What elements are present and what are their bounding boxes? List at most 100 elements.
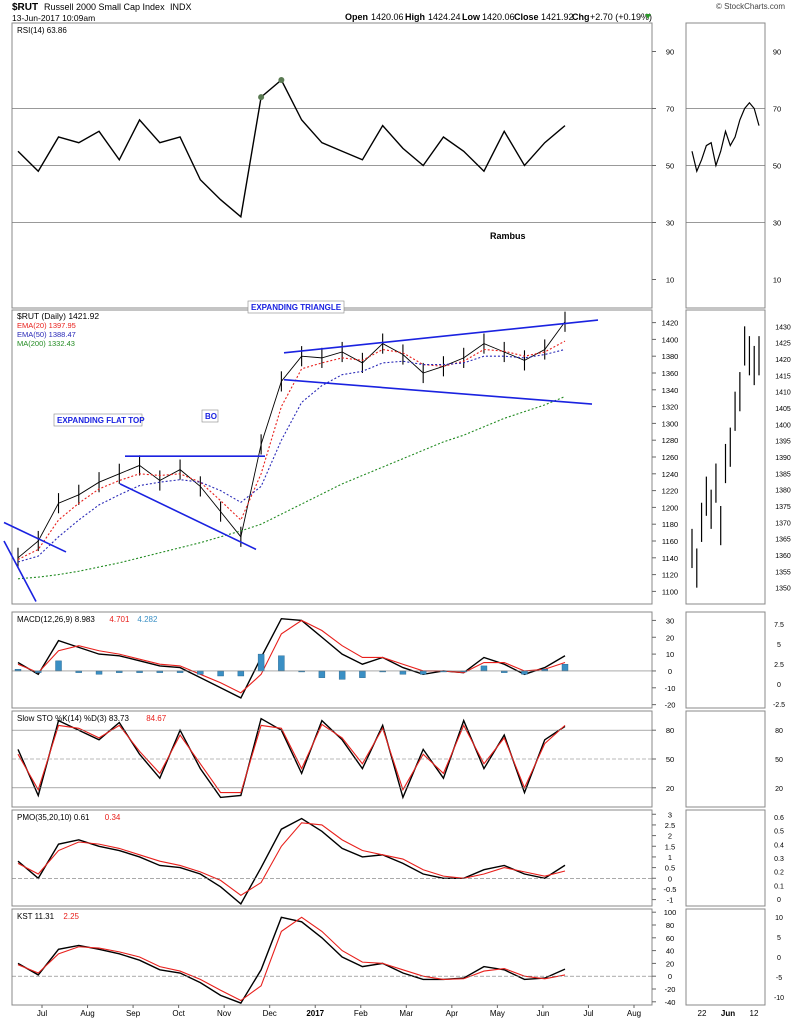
pmo-ytick-label: -0.5 — [664, 885, 677, 894]
price-ytick-label: 1300 — [662, 419, 679, 428]
zoom-rsi-ytick-label: 10 — [773, 276, 781, 285]
pmo-ytick-label: -1 — [667, 896, 674, 905]
kst-series-0 — [17, 916, 566, 1004]
price-ytick-label: 1400 — [662, 335, 679, 344]
x-axis-month-label: 2017 — [306, 1009, 324, 1018]
symbol: $RUT — [12, 2, 38, 13]
kst-legend-entry: KST 11.31 — [17, 912, 55, 921]
price-ytick-label: 1160 — [662, 537, 678, 546]
chart-header: $RUT Russell 2000 Small Cap Index INDX 1… — [12, 2, 785, 23]
kst-ytick-label: 80 — [666, 921, 674, 930]
zoom-macd-ytick-label: 2.5 — [774, 662, 784, 669]
zoom-kst-ytick-label: 10 — [775, 915, 783, 922]
zoom-pmo-ytick-label: 0.2 — [774, 870, 784, 877]
close-value: 1421.92 — [541, 12, 574, 22]
bo-label: BO — [205, 412, 217, 421]
x-axis-month-label: Mar — [399, 1009, 413, 1018]
kst-ytick-label: 0 — [668, 972, 672, 981]
macd-ytick-label: -10 — [665, 684, 676, 693]
macd-ytick-label: -20 — [665, 701, 676, 710]
x-axis-month-label: Dec — [263, 1009, 277, 1018]
rsi-ytick-label: 70 — [666, 105, 674, 114]
zoom-pmo-ytick-label: 0.3 — [774, 856, 784, 863]
macd-ytick-label: 0 — [668, 667, 672, 676]
chg-value: +2.70 (+0.19%) — [590, 12, 652, 22]
zoom-price-ytick-label: 1365 — [775, 537, 791, 544]
zoom-price-ytick-label: 1415 — [775, 373, 791, 380]
bo-label-box — [201, 409, 219, 423]
up-arrow-icon — [645, 14, 651, 19]
pmo-ytick-label: 2 — [668, 832, 672, 841]
price-legend-entry: EMA(50) 1388.47 — [17, 330, 76, 339]
macd-histogram-bar — [521, 670, 528, 675]
zoom-kst-ytick-label: 0 — [777, 955, 781, 962]
macd-legend-entry: 4.282 — [137, 615, 158, 624]
zoom-sto-ytick-label: 80 — [775, 728, 783, 735]
kst-ytick-label: 40 — [666, 947, 674, 956]
price-panel: 1100 1120 1140 1160 1180 1200 1220 1240 1260 1280… — [11, 309, 766, 605]
macd-ytick-label: 10 — [666, 650, 674, 659]
zoom-price-ytick-label: 1405 — [775, 406, 791, 413]
zoom-price-ytick-label: 1370 — [775, 520, 791, 527]
kst-zoom-frame — [685, 908, 766, 1006]
price-series-0 — [17, 321, 566, 559]
zoom-price-ytick-label: 1385 — [775, 471, 791, 478]
rsi-ytick-label: 90 — [666, 48, 674, 57]
expanding_flat_top-label: EXPANDING FLAT TOP — [57, 416, 145, 425]
x-axis-month-label: May — [490, 1009, 505, 1018]
trend-line — [283, 319, 599, 354]
zoom-price-ytick-label: 1400 — [775, 422, 791, 429]
price-legend-entry: MA(200) 1332.43 — [17, 339, 75, 348]
rsi-ytick-label: 30 — [666, 219, 674, 228]
close-label: Close — [514, 12, 539, 22]
rsi-legend-entry: RSI(14) 63.86 — [17, 26, 67, 35]
pmo-zoom-frame — [685, 809, 766, 907]
pmo-panel: -1 -0.5 00.5 1 1.52 2.5 3 PMO(35,20,10) 0.61 0.3… — [11, 809, 766, 907]
price-ytick-label: 1260 — [662, 453, 679, 462]
pmo-ytick-label: 0 — [668, 874, 672, 883]
zoom-price-ytick-label: 1380 — [775, 488, 791, 495]
price-ytick-label: 1380 — [662, 352, 679, 361]
price-series-1 — [17, 340, 566, 560]
macd-ytick-label: 30 — [666, 616, 674, 625]
x-axis-month-label: Oct — [172, 1009, 185, 1018]
x-axis-month-label: Jul — [37, 1009, 47, 1018]
zoom-macd-ytick-label: 0 — [777, 682, 781, 689]
macd-frame — [11, 611, 653, 709]
rsi-series-0 — [17, 78, 566, 219]
rsi-overbought-mark — [278, 77, 285, 83]
zoom-macd-ytick-label: 5 — [777, 642, 781, 649]
zoom-price-ytick-label: 1360 — [775, 553, 791, 560]
zoom-price-ytick-label: 1355 — [775, 569, 791, 576]
pmo-legend-entry: PMO(35,20,10) 0.61 — [17, 813, 90, 822]
expanding_triangle-label: EXPANDING TRIANGLE — [251, 303, 342, 312]
pmo-series-0 — [17, 817, 566, 905]
zoom-rsi-line — [691, 101, 760, 174]
low-value: 1420.06 — [482, 12, 515, 22]
macd-series-1 — [17, 619, 566, 694]
macd-zoom-frame — [685, 611, 766, 709]
zoom-rsi-ytick-label: 30 — [773, 219, 781, 228]
zoom-rsi-ytick-label: 90 — [773, 48, 781, 57]
price-legend-entry: EMA(20) 1397.95 — [17, 321, 76, 330]
kst-frame — [11, 908, 653, 1006]
macd-histogram-bar — [318, 670, 326, 678]
open-label: Open — [345, 12, 368, 22]
macd-legend-entry: MACD(12,26,9) 8.983 — [17, 615, 95, 624]
zoom-pmo-ytick-label: 0.6 — [774, 815, 784, 822]
macd-legend-entry: 4.701 — [109, 615, 130, 624]
kst-ytick-label: 100 — [664, 908, 677, 917]
macd-histogram-bar — [399, 670, 407, 675]
macd-series-0 — [17, 618, 566, 699]
kst-legend-entry: 2.25 — [63, 912, 79, 921]
pmo-ytick-label: 2.5 — [665, 821, 675, 830]
zoom-price-ytick-label: 1375 — [775, 504, 791, 511]
zoom-rsi-ytick-label: 50 — [773, 162, 781, 171]
zoom-macd-ytick-label: -2.5 — [773, 702, 785, 709]
macd-histogram-bar — [561, 664, 569, 672]
price-series-3 — [17, 396, 566, 580]
price-ytick-label: 1240 — [662, 470, 679, 479]
zoom-pmo-ytick-label: 0 — [777, 897, 781, 904]
zoom-sto-ytick-label: 50 — [775, 757, 783, 764]
open-value: 1420.06 — [371, 12, 404, 22]
